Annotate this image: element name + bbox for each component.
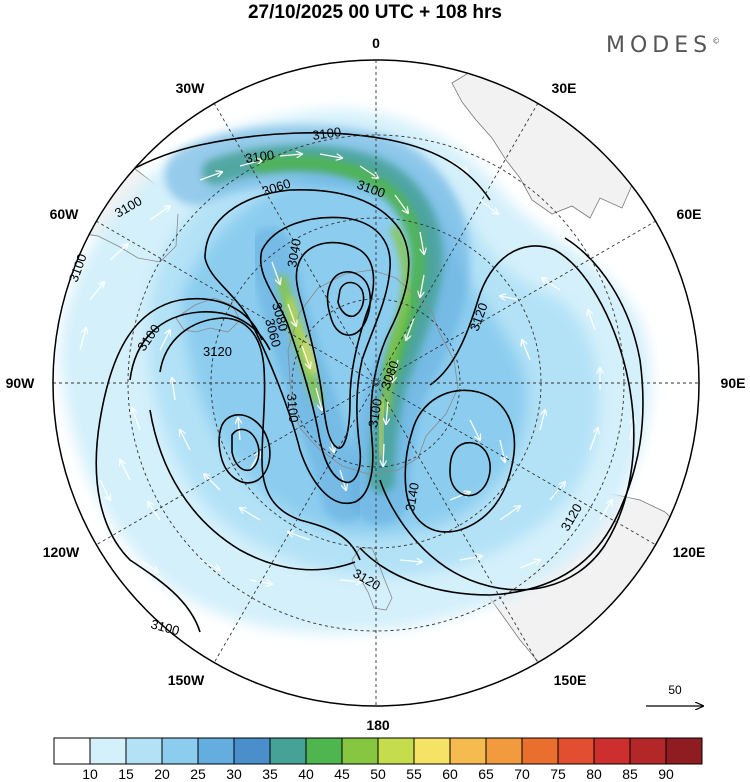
colorbar-swatch: [161, 737, 199, 765]
wind-vectors: [79, 154, 634, 584]
colorbar-tick-label: 25: [190, 766, 206, 782]
colorbar-tick-label: 30: [226, 766, 242, 782]
colorbar-swatch: [557, 737, 595, 765]
map-boundary-circle: [52, 59, 700, 707]
colorbar-tick-label: 20: [154, 766, 170, 782]
colorbar-swatch: [53, 737, 91, 765]
lon-label-150w: 150W: [168, 672, 205, 688]
colorbar-swatch: [665, 737, 703, 765]
map-title: 27/10/2025 00 UTC + 108 hrs: [247, 2, 503, 23]
colorbar-tick-label: 65: [478, 766, 494, 782]
reference-vector: 50: [646, 683, 703, 706]
brand-logo: MODES©: [606, 33, 720, 58]
contour-label: 3140: [402, 481, 422, 512]
lon-label-30w: 30W: [176, 80, 206, 96]
colorbar-tick-label: 80: [586, 766, 602, 782]
colorbar-tick-label: 70: [514, 766, 530, 782]
brand-name: MODES: [606, 33, 713, 58]
colorbar-swatch: [269, 737, 307, 765]
brand-copyright-mark: ©: [712, 36, 721, 46]
colorbar-tick-label: 90: [658, 766, 674, 782]
contour-label: 3100: [311, 124, 342, 143]
colorbar-swatch: [413, 737, 451, 765]
colorbar: 10 15 20 25 30 35 40 45 50 55 60 65 70 75 80 85 90: [53, 737, 703, 782]
colorbar-swatches: [53, 737, 703, 765]
colorbar-swatch: [485, 737, 523, 765]
colorbar-swatch: [89, 737, 127, 765]
lon-label-60w: 60W: [50, 206, 80, 222]
lon-label-120e: 120E: [673, 544, 706, 560]
colorbar-swatch: [197, 737, 235, 765]
colorbar-tick-label: 35: [262, 766, 278, 782]
colorbar-swatch: [341, 737, 379, 765]
graticule: [53, 60, 699, 706]
colorbar-swatch: [233, 737, 271, 765]
colorbar-swatch: [125, 737, 163, 765]
colorbar-tick-label: 55: [406, 766, 422, 782]
colorbar-tick-label: 10: [82, 766, 98, 782]
colorbar-swatch: [377, 737, 415, 765]
colorbar-tick-label: 45: [334, 766, 350, 782]
colorbar-tick-label: 15: [118, 766, 134, 782]
contour-label: 3100: [284, 393, 301, 423]
colorbar-swatch: [305, 737, 343, 765]
lon-label-30e: 30E: [552, 80, 577, 96]
contour-label: 3080: [269, 301, 291, 333]
colorbar-ticks: 10 15 20 25 30 35 40 45 50 55 60 65 70 75 80 85 90: [82, 766, 674, 782]
jet-stream-core: [165, 124, 471, 525]
colorbar-tick-label: 50: [370, 766, 386, 782]
contour-label: 3040: [284, 237, 304, 268]
colorbar-swatch: [449, 737, 487, 765]
lon-label-120w: 120W: [43, 544, 80, 560]
colorbar-swatch: [521, 737, 559, 765]
colorbar-tick-label: 40: [298, 766, 314, 782]
longitude-labels: 0 30E 60E 90E 120E 150E 180 150W 120W 90…: [6, 35, 746, 733]
contour-label: 3100: [244, 147, 275, 166]
lon-label-180: 180: [366, 717, 390, 733]
colorbar-swatch: [629, 737, 667, 765]
contour-label: 3100: [365, 397, 385, 428]
map-disc: [53, 60, 699, 706]
colorbar-swatch: [593, 737, 631, 765]
contour-label: 3060: [262, 317, 284, 349]
contour-label: 3120: [203, 344, 232, 359]
lon-label-150e: 150E: [554, 672, 587, 688]
reference-vector-label: 50: [668, 683, 682, 697]
lon-label-0: 0: [372, 35, 380, 51]
lon-label-90e: 90E: [721, 375, 746, 391]
colorbar-tick-label: 60: [442, 766, 458, 782]
colorbar-tick-label: 85: [622, 766, 638, 782]
lon-label-60e: 60E: [677, 206, 702, 222]
lon-label-90w: 90W: [6, 375, 36, 391]
contour-label: 3100: [149, 616, 181, 638]
colorbar-tick-label: 75: [550, 766, 566, 782]
